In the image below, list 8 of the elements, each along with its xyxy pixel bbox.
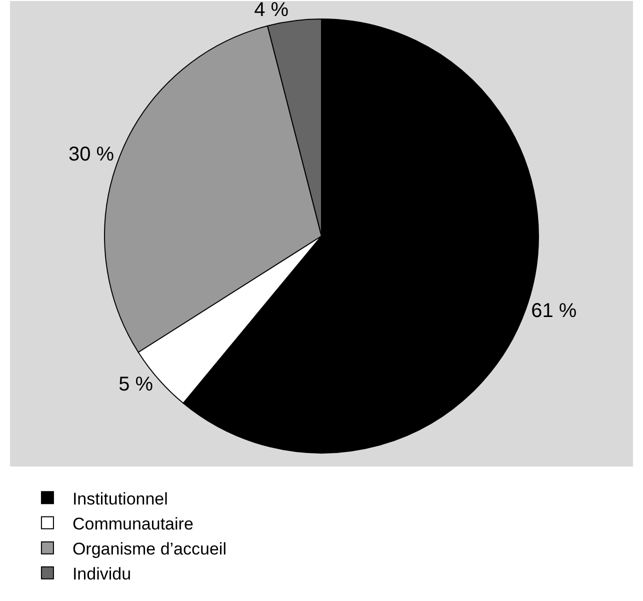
legend-label: Institutionnel	[72, 489, 168, 508]
data-label: 5 %	[118, 373, 154, 396]
data-label: 30 %	[68, 144, 114, 166]
data-label: 61 %	[531, 300, 577, 322]
data-label: 4 %	[254, 0, 289, 21]
legend-label: Organisme d’accueil	[72, 539, 226, 558]
legend-label: Individu	[72, 564, 132, 584]
legend-label: Communautaire	[72, 514, 194, 534]
